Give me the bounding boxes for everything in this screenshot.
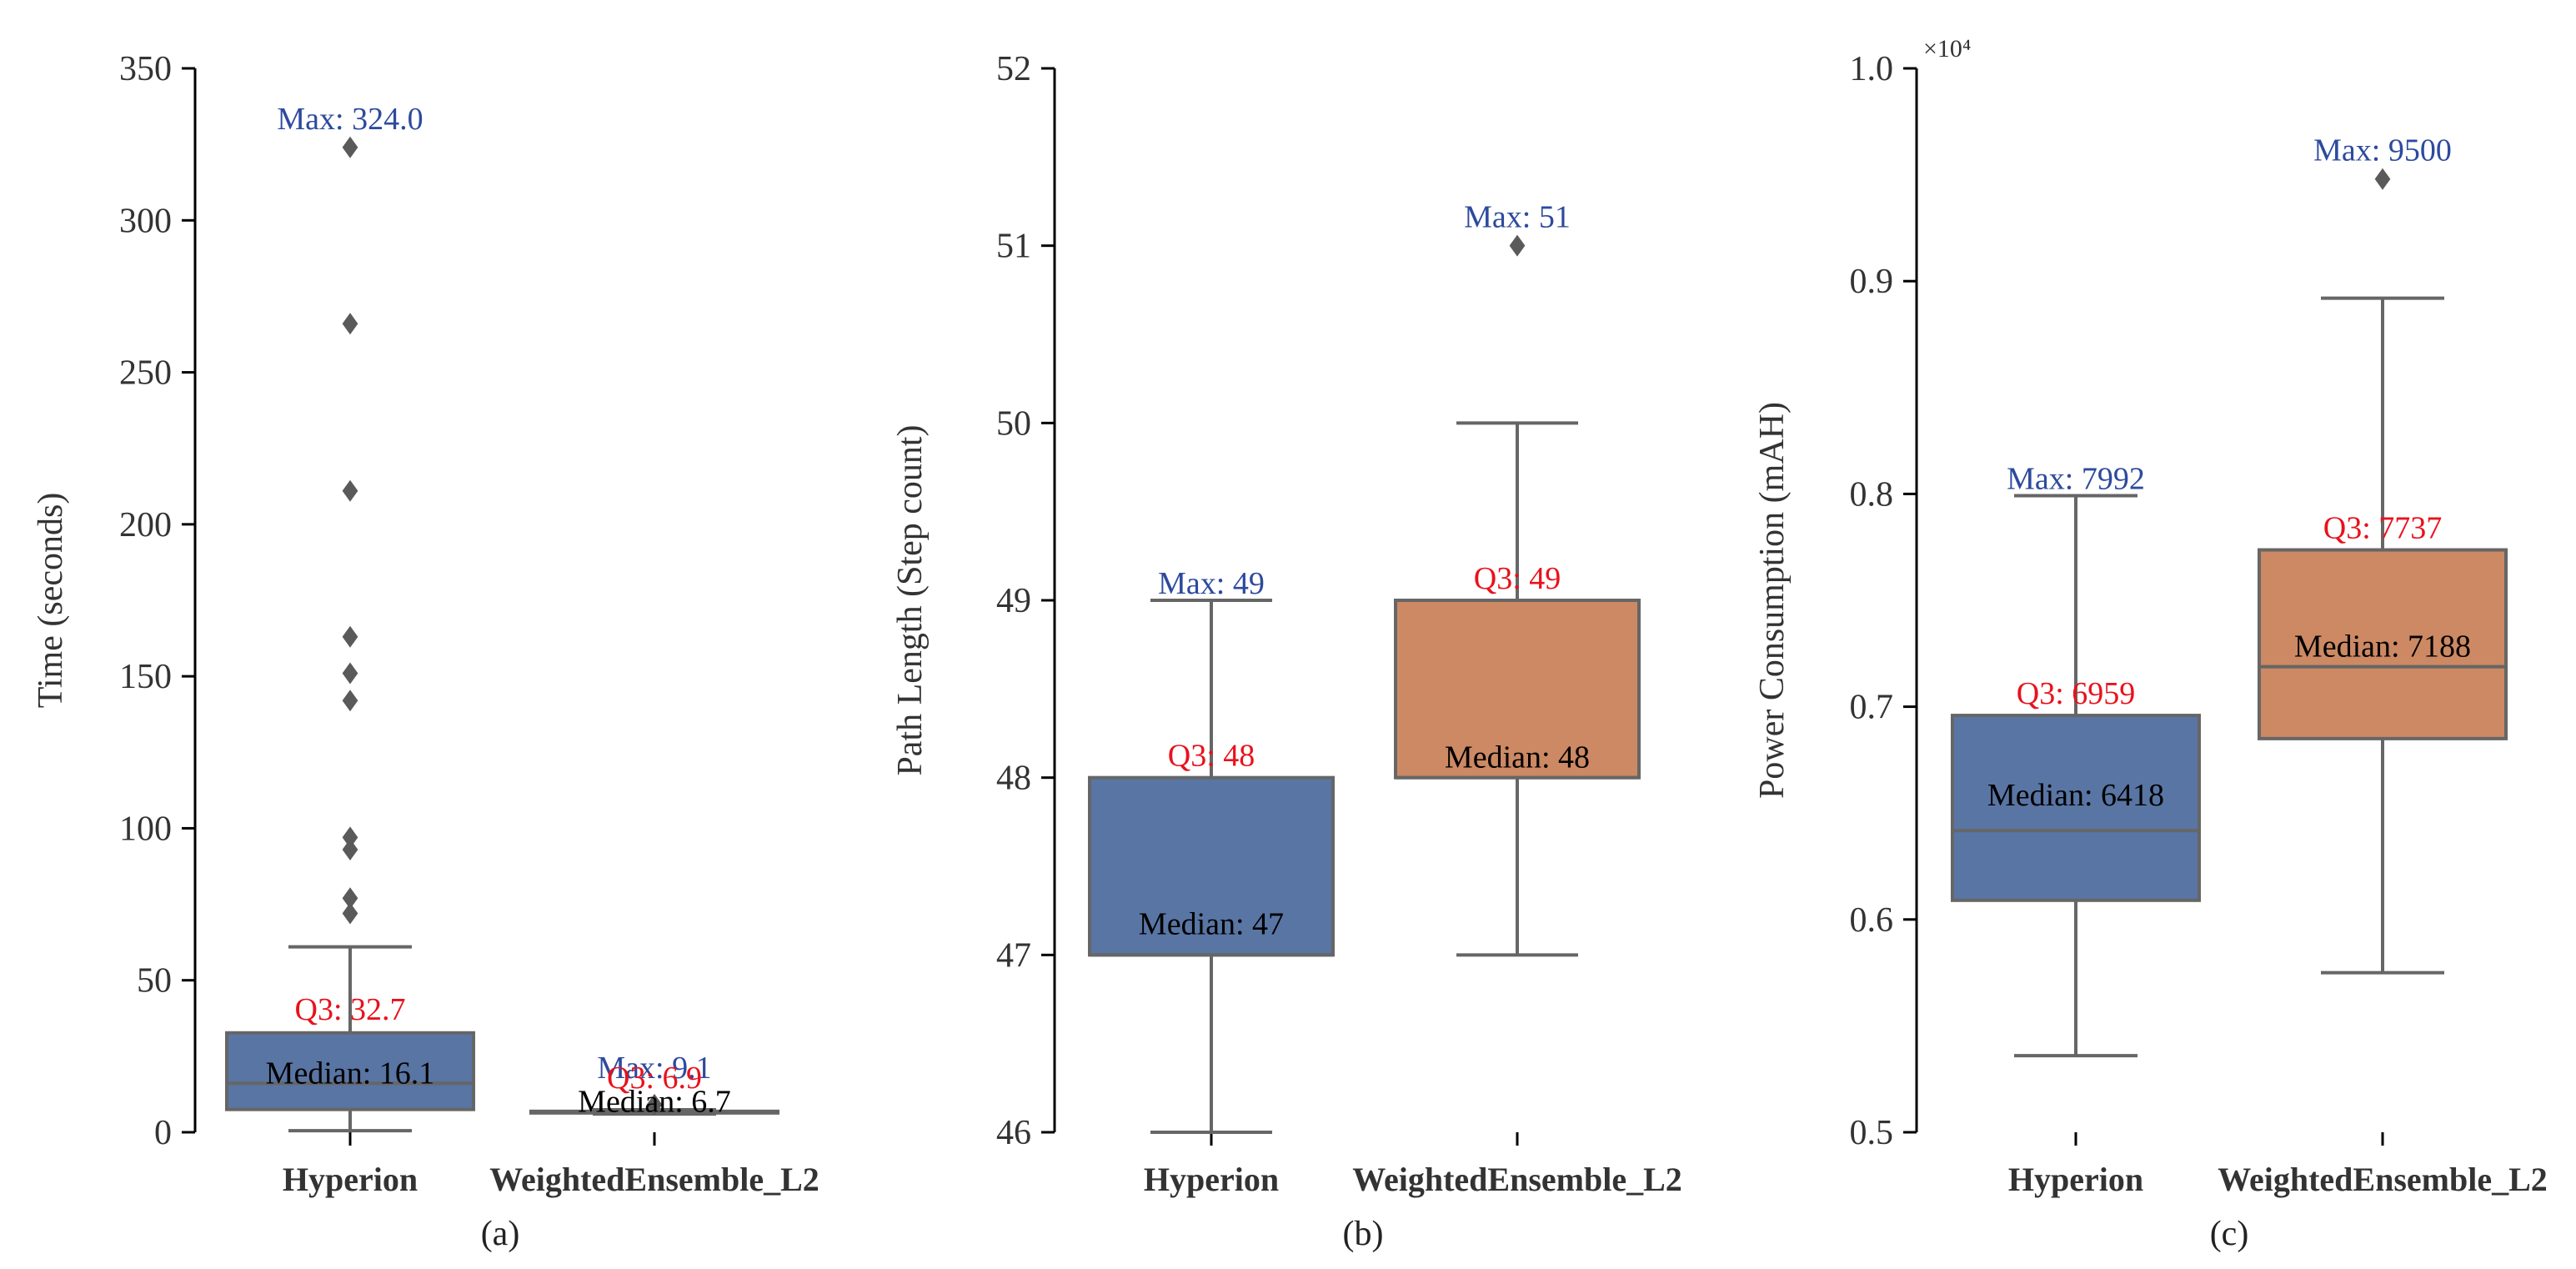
- y-tick-label: 47: [996, 936, 1031, 975]
- y-tick-label: 48: [996, 760, 1031, 798]
- outlier-point: [646, 1093, 663, 1116]
- y-axis-title: Time (seconds): [32, 493, 70, 709]
- y-tick-label: 50: [996, 404, 1031, 443]
- outlier-point: [2374, 168, 2391, 190]
- y-tick-label: 0: [154, 1114, 172, 1152]
- outlier-point: [342, 662, 358, 685]
- annotation-q3: Q3: 7737: [2323, 511, 2443, 546]
- y-tick-label: 100: [119, 810, 172, 848]
- y-tick-label: 250: [119, 354, 172, 393]
- annotation-q3: Q3: 32.7: [295, 992, 406, 1027]
- box-iqr: [1088, 775, 1335, 957]
- outlier-point: [342, 826, 358, 849]
- y-tick-label: 150: [119, 658, 172, 696]
- box-iqr: [1951, 714, 2201, 902]
- outlier-point: [1509, 234, 1526, 257]
- y-tick-label: 1.0: [1850, 50, 1894, 88]
- y-tick-label: 0.8: [1850, 475, 1894, 514]
- x-category-label: WeightedEnsemble_L2: [489, 1161, 819, 1198]
- panel-label: (a): [481, 1215, 520, 1253]
- outlier-point: [342, 136, 358, 158]
- y-tick-label: 0.6: [1850, 901, 1894, 940]
- y-axis-title: Power Consumption (mAH): [1753, 402, 1792, 799]
- box-iqr: [225, 1031, 475, 1111]
- box-iqr: [2258, 548, 2508, 740]
- chart-panel-1: 0 50 100 150 200 250 300 350 Time (seconds) Hyper…: [32, 50, 819, 1253]
- outlier-point: [342, 902, 358, 925]
- annotation-median: Median: 48: [1445, 740, 1590, 775]
- annotation-max: Max: 51: [1464, 200, 1571, 235]
- outlier-point: [342, 838, 358, 860]
- y-tick-label: 0.5: [1850, 1114, 1894, 1152]
- x-category-label: WeightedEnsemble_L2: [2218, 1161, 2548, 1198]
- chart-panel-2: 46 47 48 49 50 51 52 Path Length (Step count) Hy…: [891, 50, 1682, 1253]
- annotation-median: Median: 6.7: [578, 1085, 731, 1120]
- panel-label: (c): [2210, 1215, 2249, 1253]
- y-axis-title: Path Length (Step count): [891, 424, 930, 775]
- annotation-max: Max: 324.0: [277, 102, 423, 137]
- y-tick-label: 0.7: [1850, 689, 1894, 727]
- y-tick-label: 300: [119, 202, 172, 240]
- annotation-median: Median: 16.1: [266, 1056, 435, 1091]
- annotation-median: Median: 47: [1139, 906, 1284, 941]
- x-category-label: Hyperion: [1144, 1161, 1279, 1198]
- y-tick-label: 49: [996, 582, 1031, 620]
- annotation-q3: Q3: 48: [1168, 739, 1255, 774]
- x-category-label: Hyperion: [283, 1161, 418, 1198]
- annotation-median: Median: 6418: [1987, 778, 2164, 813]
- y-tick-label: 52: [996, 50, 1031, 88]
- outlier-point: [342, 313, 358, 335]
- annotation-q3: Q3: 6959: [2017, 676, 2136, 711]
- outlier-point: [342, 479, 358, 502]
- panel-label: (b): [1343, 1215, 1384, 1253]
- y-tick-label: 46: [996, 1114, 1031, 1152]
- outlier-point: [342, 887, 358, 910]
- annotation-max: Max: 9.1: [597, 1051, 711, 1086]
- annotation-max: Max: 9500: [2313, 133, 2452, 168]
- outlier-point: [342, 690, 358, 712]
- y-exponent-label: ×10⁴: [1923, 35, 1971, 63]
- annotation-median: Median: 7188: [2294, 629, 2471, 665]
- outlier-point: [342, 625, 358, 648]
- x-category-label: WeightedEnsemble_L2: [1352, 1161, 1682, 1198]
- y-tick-label: 50: [137, 962, 172, 1001]
- y-tick-label: 0.9: [1850, 263, 1894, 301]
- annotation-q3: Q3: 6.9: [607, 1061, 702, 1096]
- annotation-max: Max: 49: [1158, 566, 1265, 601]
- annotation-q3: Q3: 49: [1474, 561, 1561, 596]
- chart-panel-3: 0.5 0.6 0.7 0.8 0.9 1.0 ×10⁴ Power Consumption …: [1753, 35, 2548, 1253]
- annotation-max: Max: 7992: [2007, 461, 2145, 496]
- y-tick-label: 350: [119, 50, 172, 88]
- y-tick-label: 200: [119, 506, 172, 544]
- x-category-label: Hyperion: [2008, 1161, 2143, 1198]
- y-tick-label: 51: [996, 228, 1031, 266]
